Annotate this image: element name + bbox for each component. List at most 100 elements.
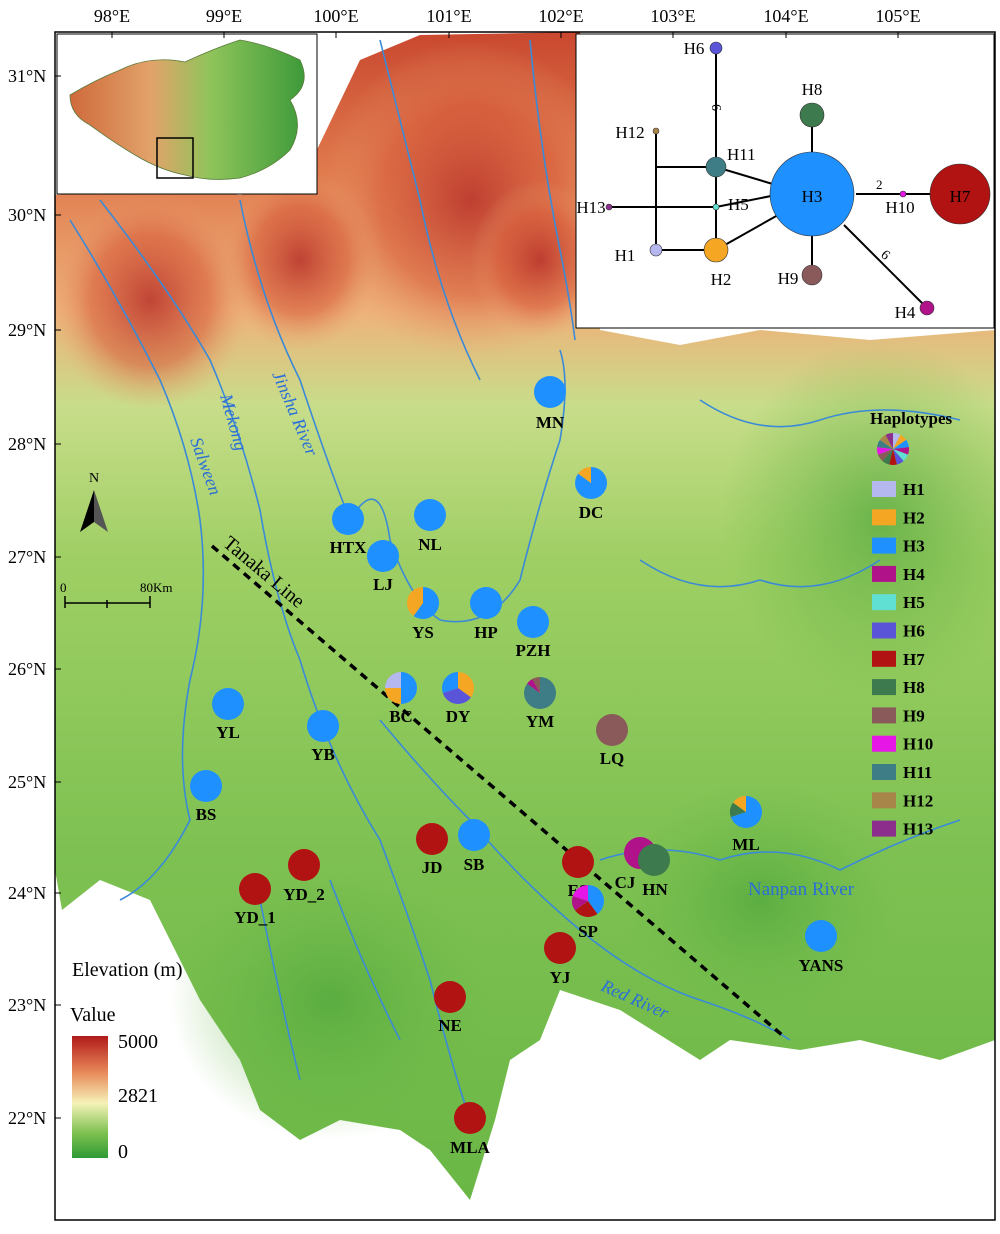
network-node-label: H13 <box>576 198 605 217</box>
pie-slice-h11 <box>877 439 893 449</box>
south-river <box>259 899 301 1081</box>
pie-slice-h3 <box>307 710 339 742</box>
pie-slice-h3 <box>517 606 549 638</box>
legend-label: H5 <box>903 593 925 612</box>
pie-slice-h7 <box>434 981 466 1013</box>
population-label: HN <box>642 880 668 899</box>
pie-slice-h3 <box>212 688 244 720</box>
population-label: PZH <box>516 641 551 660</box>
network-step-label-1: 6 <box>708 104 723 111</box>
network-node-label: H2 <box>711 270 732 289</box>
population-label: DY <box>446 707 471 726</box>
population-label: LQ <box>600 749 625 768</box>
population-jd[interactable]: JD <box>416 823 448 877</box>
pie-slice-h9 <box>532 676 540 693</box>
network-node-h6: H6 <box>684 39 723 58</box>
population-hp[interactable]: HP <box>470 587 502 642</box>
population-dc[interactable]: DC <box>574 467 607 522</box>
scale-bar: 0 80Km <box>60 580 173 608</box>
pie-slice-h7 <box>575 901 598 918</box>
pie-slice-h7 <box>889 449 897 465</box>
population-label: CJ <box>615 873 636 892</box>
pie-slice-h2 <box>893 434 907 449</box>
pie-slice-h3 <box>534 376 566 408</box>
population-ym[interactable]: YM <box>524 676 556 731</box>
population-sb[interactable]: SB <box>458 819 490 874</box>
legend-label: H13 <box>903 820 933 839</box>
population-ne[interactable]: NE <box>434 981 466 1035</box>
pie-slice-h2 <box>733 796 746 812</box>
network-node-h7: H7 <box>929 163 991 225</box>
legend-swatch <box>872 650 896 667</box>
legend-label: H4 <box>903 565 925 584</box>
population-yb[interactable]: YB <box>307 710 339 764</box>
legend-min: 0 <box>118 1141 128 1163</box>
legend-item-h2: H2 <box>872 508 925 527</box>
network-node-label: H8 <box>802 80 823 99</box>
pie-slice-h8 <box>730 802 746 817</box>
legend-item-h6: H6 <box>872 622 925 641</box>
population-yd_2[interactable]: YD_2 <box>283 849 325 904</box>
network-node-h12: H12 <box>615 123 660 142</box>
population-hn[interactable]: HN <box>638 844 670 899</box>
elevation-title: Elevation (m) <box>72 959 183 981</box>
population-ml[interactable]: ML <box>730 796 762 854</box>
population-bs[interactable]: BS <box>190 770 222 824</box>
lat-label: 29°N <box>8 320 46 340</box>
pie-slice-h3 <box>441 672 458 693</box>
population-mla[interactable]: MLA <box>450 1102 491 1157</box>
pie-slice-h1 <box>385 672 401 688</box>
network-node-label: H5 <box>728 195 749 214</box>
scale-end-label: 80Km <box>140 580 173 595</box>
lat-label: 25°N <box>8 772 46 792</box>
legend-max: 5000 <box>118 1031 158 1053</box>
east-river <box>699 399 961 428</box>
population-nl[interactable]: NL <box>414 499 446 554</box>
nanpan-river-label: Nanpan River <box>748 879 855 900</box>
population-label: NL <box>418 535 442 554</box>
lat-label: 27°N <box>8 547 46 567</box>
population-yd_1[interactable]: YD_1 <box>234 873 276 927</box>
legend-label: H7 <box>903 650 925 669</box>
population-label: BS <box>196 805 217 824</box>
legend-label: H10 <box>903 735 933 754</box>
population-lj[interactable]: LJ <box>367 540 399 594</box>
legend-swatch <box>872 707 896 724</box>
legend-swatch <box>872 594 896 611</box>
population-bc[interactable]: BC <box>385 672 417 726</box>
population-yj[interactable]: YJ <box>544 932 576 987</box>
network-node-h13: H13 <box>576 198 613 217</box>
population-yl[interactable]: YL <box>212 688 244 742</box>
pie-slice-h4 <box>893 447 909 455</box>
legend-items: H1 H2 H3 H4 H5 H6 H7 H8 H9 H10 H11 H12 H13 <box>872 480 933 839</box>
pie-slice-h5 <box>893 449 908 461</box>
pie-slice-h3 <box>458 819 490 851</box>
pie-slice-h3 <box>470 587 502 619</box>
population-label: YANS <box>799 956 844 975</box>
population-sp[interactable]: SP <box>572 885 604 941</box>
network-node-label: H1 <box>615 246 636 265</box>
pie-slice-h7 <box>288 849 320 881</box>
pie-slice-h6 <box>893 449 904 465</box>
network-node-label: H7 <box>950 187 971 206</box>
lon-label: 103°E <box>650 6 695 26</box>
population-ys[interactable]: YS <box>407 587 439 642</box>
legend-item-h5: H5 <box>872 593 925 612</box>
pie-slice-h8 <box>882 449 893 465</box>
population-pzh[interactable]: PZH <box>516 606 551 660</box>
pie-slice-h10 <box>572 885 588 901</box>
network-node-label: H4 <box>895 303 916 322</box>
population-lq[interactable]: LQ <box>596 714 628 768</box>
population-htx[interactable]: HTX <box>330 503 368 557</box>
pie-slice-h8 <box>638 844 670 876</box>
population-dy[interactable]: DY <box>441 672 475 726</box>
pie-slice-h13 <box>885 433 893 449</box>
network-node-h3: H3 <box>769 151 855 237</box>
population-yans[interactable]: YANS <box>799 920 844 975</box>
network-node-h2: H2 <box>703 237 732 289</box>
population-mn[interactable]: MN <box>534 376 566 432</box>
legend-swatch <box>872 481 896 497</box>
lon-label: 100°E <box>313 6 358 26</box>
legend-label: H8 <box>903 678 925 697</box>
